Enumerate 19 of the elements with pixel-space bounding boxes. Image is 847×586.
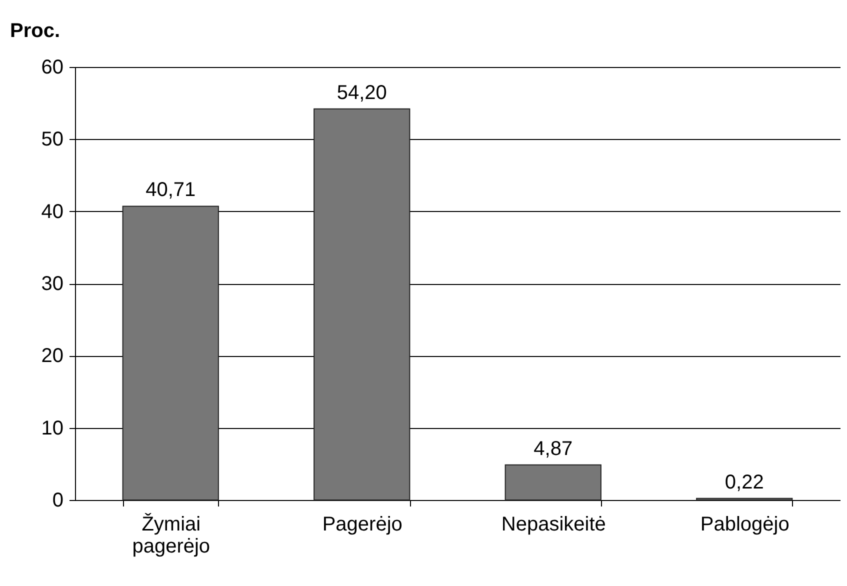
bar <box>504 464 602 500</box>
x-tick-label: Pablogėjo <box>700 514 790 536</box>
data-label: 54,20 <box>336 82 387 104</box>
data-label: 4,87 <box>534 438 573 460</box>
y-tick-label: 30 <box>41 273 64 295</box>
y-tick-label: 40 <box>41 200 64 223</box>
bar <box>122 206 219 500</box>
x-tick-label: Pagerėjo <box>322 514 402 536</box>
y-tick-label: 10 <box>41 417 64 440</box>
y-tick-label: 0 <box>52 490 64 512</box>
data-label: 0,22 <box>724 471 764 494</box>
bar <box>314 108 410 500</box>
y-tick-label: 20 <box>41 345 64 368</box>
data-label: 40,71 <box>146 179 196 202</box>
x-tick-label: Žymiai pagerėjo <box>132 512 210 558</box>
y-tick-label: 50 <box>41 128 64 151</box>
x-tick-label: Nepasikeitė <box>501 514 606 536</box>
y-axis-title: Proc. <box>10 20 60 42</box>
y-tick-label: 60 <box>41 56 64 78</box>
